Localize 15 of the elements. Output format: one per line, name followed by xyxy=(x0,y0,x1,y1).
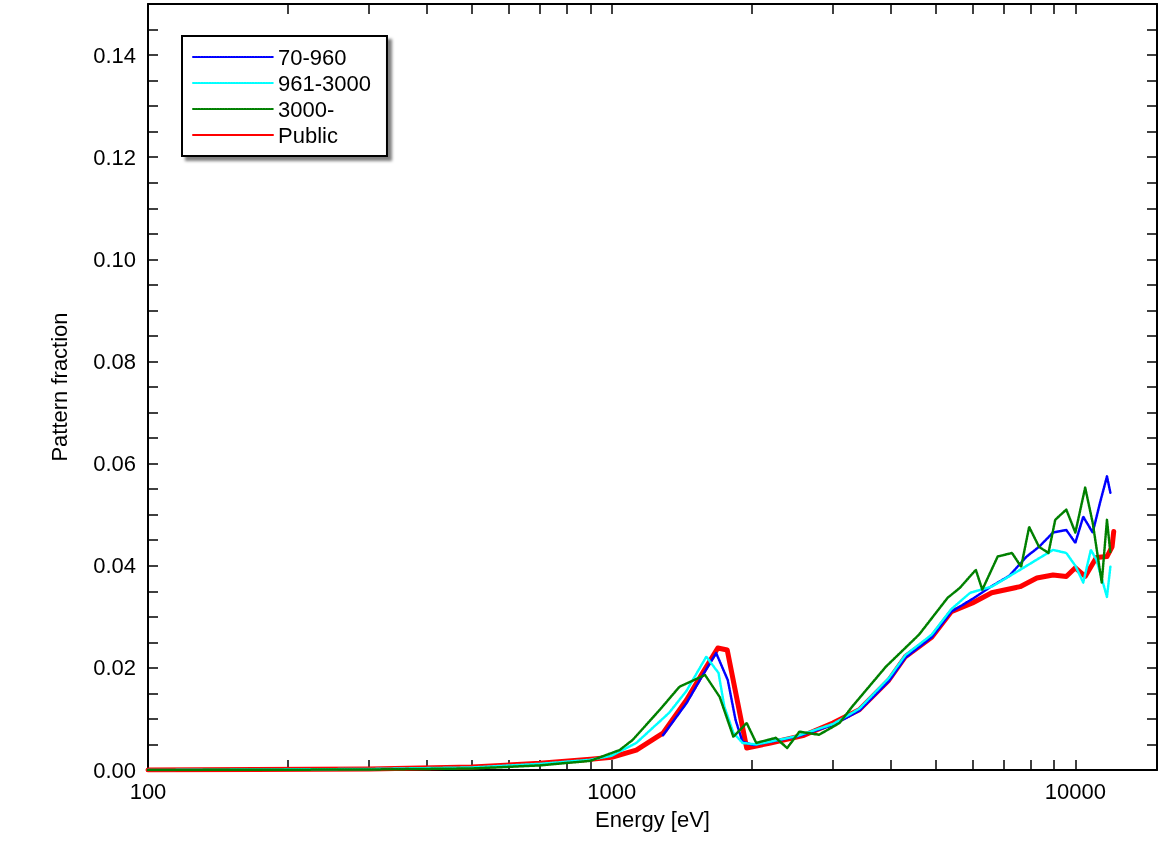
x-tick-label: 10000 xyxy=(1044,778,1106,804)
legend-label: 70-960 xyxy=(278,44,347,70)
x-tick-label: 1000 xyxy=(587,778,637,804)
legend-label: 3000- xyxy=(278,96,335,122)
y-tick-label: 0.04 xyxy=(93,553,136,579)
y-axis-title: Pattern fraction xyxy=(46,312,72,462)
y-tick-label: 0.06 xyxy=(93,451,136,477)
y-tick-label: 0.02 xyxy=(93,655,136,681)
y-tick-label: 0.10 xyxy=(93,246,136,272)
legend-label: Public xyxy=(278,122,338,148)
x-axis-title: Energy [eV] xyxy=(595,806,710,832)
y-tick-label: 0.08 xyxy=(93,348,136,374)
legend-label: 961-3000 xyxy=(278,70,371,96)
y-tick-label: 0.12 xyxy=(93,144,136,170)
y-tick-label: 0.14 xyxy=(93,42,136,68)
